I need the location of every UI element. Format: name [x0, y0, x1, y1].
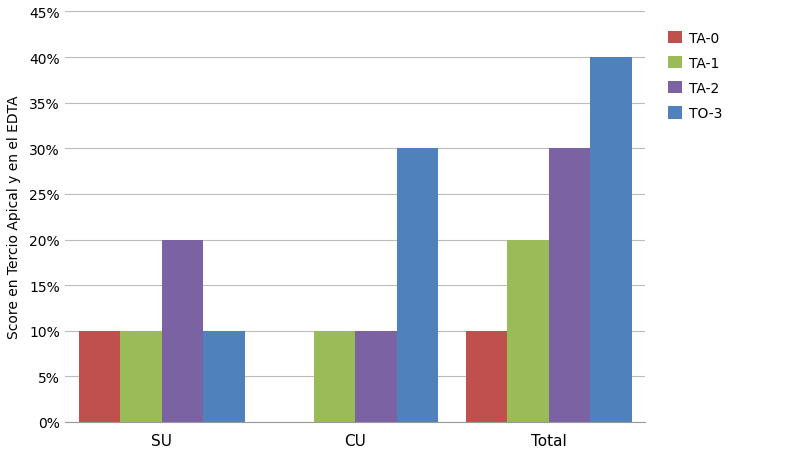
Bar	[355, 331, 397, 422]
Bar	[120, 331, 161, 422]
Y-axis label: Score en Tercio Apical y en el EDTA: Score en Tercio Apical y en el EDTA	[7, 96, 21, 339]
Bar	[203, 331, 245, 422]
Bar	[161, 240, 203, 422]
Bar	[590, 58, 631, 422]
Bar	[314, 331, 355, 422]
Bar	[549, 149, 590, 422]
Bar	[397, 149, 438, 422]
Legend: TA-0, TA-1, TA-2, TO-3: TA-0, TA-1, TA-2, TO-3	[664, 28, 726, 125]
Bar	[79, 331, 120, 422]
Bar	[507, 240, 549, 422]
Bar	[466, 331, 507, 422]
